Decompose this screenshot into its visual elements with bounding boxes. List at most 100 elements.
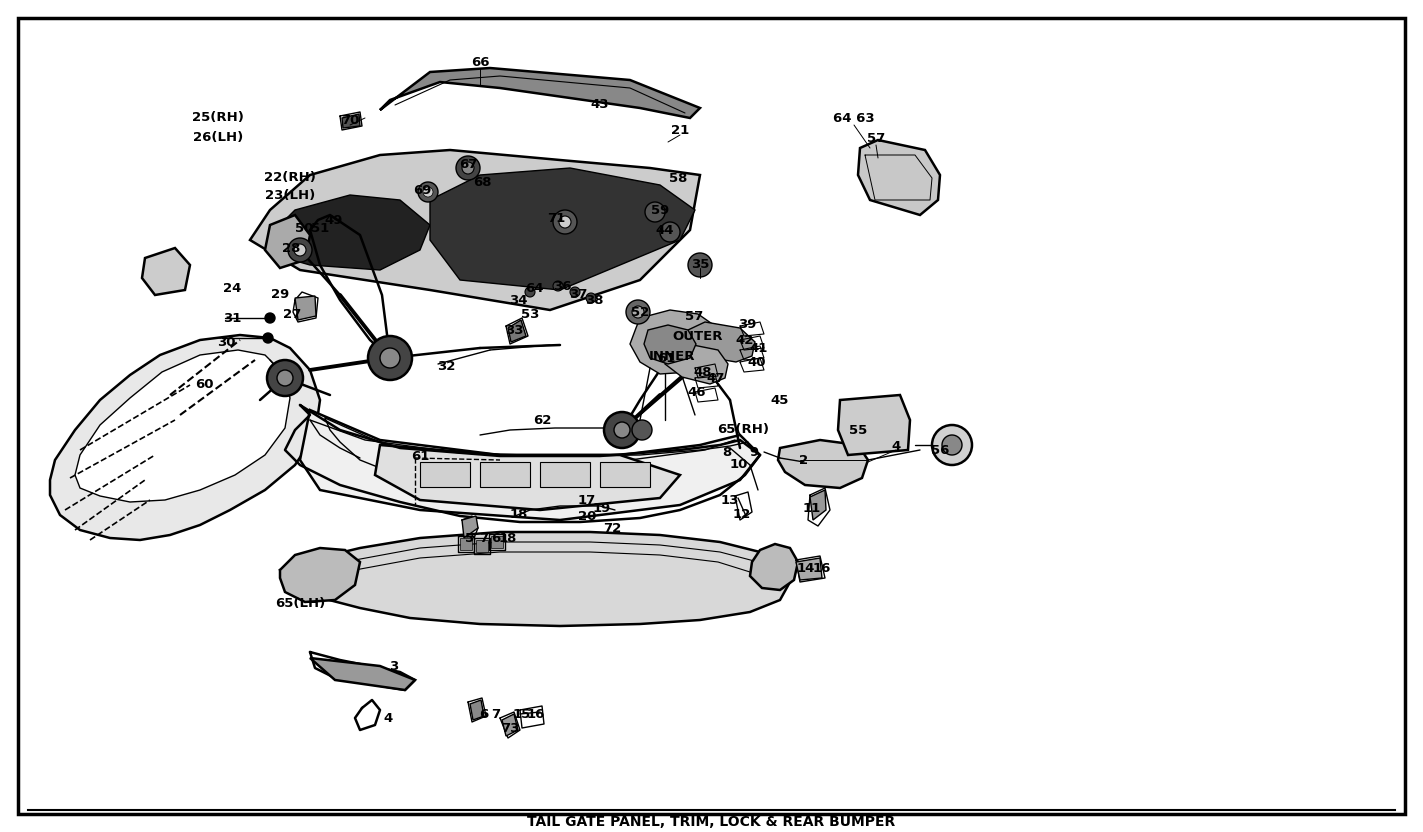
Text: 46: 46 bbox=[687, 385, 706, 399]
Text: 23(LH): 23(LH) bbox=[265, 190, 314, 202]
Text: INNER: INNER bbox=[649, 349, 696, 363]
Polygon shape bbox=[645, 325, 696, 364]
Text: 4: 4 bbox=[891, 439, 901, 453]
Bar bbox=[539, 462, 591, 487]
Text: 59: 59 bbox=[650, 204, 669, 216]
Text: 49: 49 bbox=[324, 214, 343, 226]
Text: 72: 72 bbox=[603, 522, 620, 534]
Circle shape bbox=[613, 422, 630, 438]
Text: 33: 33 bbox=[505, 324, 524, 336]
Circle shape bbox=[462, 162, 474, 174]
Circle shape bbox=[571, 287, 581, 297]
Text: 6: 6 bbox=[491, 532, 501, 544]
Text: 64: 64 bbox=[525, 281, 544, 295]
Text: 64 63: 64 63 bbox=[834, 111, 875, 125]
Polygon shape bbox=[477, 540, 488, 552]
Circle shape bbox=[559, 216, 571, 228]
Text: 56: 56 bbox=[931, 443, 949, 457]
Text: 60: 60 bbox=[195, 378, 213, 390]
Text: 36: 36 bbox=[552, 280, 571, 293]
Text: 22(RH): 22(RH) bbox=[265, 171, 316, 185]
Circle shape bbox=[603, 412, 640, 448]
Text: 24: 24 bbox=[223, 281, 240, 295]
Polygon shape bbox=[380, 68, 700, 118]
Polygon shape bbox=[270, 195, 430, 270]
Text: 15: 15 bbox=[512, 707, 531, 721]
Text: 35: 35 bbox=[690, 259, 709, 271]
Text: 73: 73 bbox=[501, 721, 519, 735]
Bar bbox=[480, 462, 529, 487]
Text: 48: 48 bbox=[694, 365, 713, 379]
Polygon shape bbox=[430, 168, 694, 290]
Circle shape bbox=[423, 187, 433, 197]
Text: 7: 7 bbox=[480, 532, 488, 544]
Polygon shape bbox=[502, 714, 518, 736]
Text: 37: 37 bbox=[569, 288, 588, 300]
Circle shape bbox=[942, 435, 962, 455]
Circle shape bbox=[645, 202, 665, 222]
Polygon shape bbox=[300, 410, 760, 520]
Polygon shape bbox=[795, 558, 822, 580]
Text: OUTER: OUTER bbox=[673, 329, 723, 343]
Text: 18: 18 bbox=[499, 532, 517, 544]
Text: 55: 55 bbox=[850, 423, 867, 437]
Text: 27: 27 bbox=[283, 309, 302, 321]
Polygon shape bbox=[858, 140, 941, 215]
Polygon shape bbox=[778, 440, 868, 488]
Circle shape bbox=[525, 287, 535, 297]
Text: 65(LH): 65(LH) bbox=[275, 597, 324, 611]
Polygon shape bbox=[280, 548, 360, 602]
Polygon shape bbox=[750, 544, 798, 590]
Text: 34: 34 bbox=[509, 294, 528, 306]
Circle shape bbox=[295, 244, 306, 256]
Text: 25(RH): 25(RH) bbox=[192, 111, 243, 125]
Circle shape bbox=[380, 348, 400, 368]
Text: 5: 5 bbox=[465, 532, 474, 544]
Circle shape bbox=[626, 300, 650, 324]
Text: 65(RH): 65(RH) bbox=[717, 423, 768, 437]
Text: 17: 17 bbox=[578, 493, 596, 507]
Text: 58: 58 bbox=[669, 171, 687, 185]
Circle shape bbox=[268, 360, 303, 396]
Text: 43: 43 bbox=[591, 98, 609, 111]
Polygon shape bbox=[265, 215, 310, 268]
Text: 40: 40 bbox=[747, 355, 766, 369]
Text: 10: 10 bbox=[730, 458, 748, 471]
Polygon shape bbox=[838, 395, 909, 455]
Polygon shape bbox=[50, 335, 320, 540]
Text: 3: 3 bbox=[390, 660, 398, 672]
Text: 21: 21 bbox=[670, 123, 689, 136]
Text: 29: 29 bbox=[270, 289, 289, 301]
Text: 26(LH): 26(LH) bbox=[194, 131, 243, 145]
Text: 68: 68 bbox=[472, 176, 491, 190]
Polygon shape bbox=[630, 310, 720, 374]
Text: 50: 50 bbox=[295, 221, 313, 235]
Text: 32: 32 bbox=[437, 359, 455, 373]
Polygon shape bbox=[665, 344, 729, 384]
Polygon shape bbox=[280, 532, 790, 626]
Text: 51: 51 bbox=[310, 221, 329, 235]
Text: 57: 57 bbox=[684, 310, 703, 323]
Circle shape bbox=[660, 222, 680, 242]
Text: 14: 14 bbox=[797, 562, 815, 575]
Polygon shape bbox=[75, 350, 290, 502]
Text: 39: 39 bbox=[737, 318, 756, 330]
Text: 62: 62 bbox=[532, 414, 551, 427]
Polygon shape bbox=[462, 516, 478, 538]
Text: 13: 13 bbox=[721, 493, 739, 507]
Circle shape bbox=[369, 336, 413, 380]
Text: 61: 61 bbox=[411, 449, 430, 463]
Polygon shape bbox=[142, 248, 191, 295]
Text: 67: 67 bbox=[458, 157, 477, 171]
Polygon shape bbox=[810, 490, 825, 520]
Text: 57: 57 bbox=[867, 131, 885, 145]
Polygon shape bbox=[376, 445, 680, 510]
Text: 4: 4 bbox=[383, 711, 393, 725]
Text: 52: 52 bbox=[630, 305, 649, 319]
Polygon shape bbox=[470, 700, 484, 720]
Text: 70: 70 bbox=[342, 113, 359, 126]
Text: 11: 11 bbox=[803, 502, 821, 514]
Polygon shape bbox=[295, 296, 316, 320]
Polygon shape bbox=[508, 320, 527, 342]
Text: 53: 53 bbox=[521, 308, 539, 320]
